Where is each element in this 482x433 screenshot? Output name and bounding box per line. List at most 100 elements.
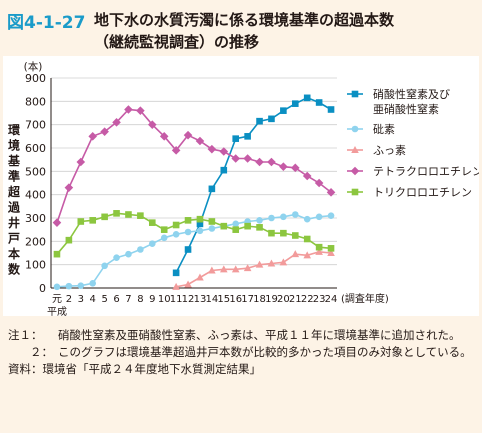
x-tick-label-1: 2 xyxy=(66,294,72,305)
legend-label-0-1: 亜硝酸性窒素 xyxy=(373,102,439,116)
series-line-0 xyxy=(175,96,332,274)
series-3-point-20 xyxy=(290,163,300,173)
legend-label-0-0: 硝酸性窒素及び xyxy=(373,87,450,101)
y-axis-title-char-2: 基 xyxy=(7,153,21,168)
legend-marker-0 xyxy=(351,90,359,98)
series-4-point-8 xyxy=(148,219,156,226)
x-tick-label-15: 16 xyxy=(229,294,242,305)
x-tick-label-3: 4 xyxy=(90,294,96,305)
series-2-point-22 xyxy=(315,247,323,255)
x-tick-label-5: 6 xyxy=(113,294,119,305)
series-0-point-22 xyxy=(315,99,323,106)
series-1-point-23 xyxy=(327,212,335,219)
x-tick-label-19: 20 xyxy=(277,294,290,305)
series-4-point-14 xyxy=(220,222,228,230)
series-0-point-17 xyxy=(256,117,263,125)
x-tick-label-4: 5 xyxy=(101,294,107,305)
x-axis-title: (調査年度) xyxy=(341,292,389,305)
series-0-point-12 xyxy=(196,220,204,228)
x-tick-label-10: 11 xyxy=(170,294,183,305)
series-2-point-21 xyxy=(303,251,312,259)
series-3-point-12 xyxy=(195,136,205,146)
series-3-point-17 xyxy=(255,157,264,167)
series-1-point-15 xyxy=(232,220,240,228)
series-1-point-2 xyxy=(77,282,85,289)
series-1-point-1 xyxy=(65,282,73,290)
x-tick-label-23: 24 xyxy=(325,294,338,305)
x-tick-label-6: 7 xyxy=(125,294,131,305)
series-0-point-20 xyxy=(291,100,299,107)
x-tick-label-8: 9 xyxy=(149,294,155,305)
y-axis-title-char-4: 超 xyxy=(7,184,21,199)
footnotes: 注１： 硝酸性窒素及亜硝酸性窒素、ふっ素は、平成１１年に環境基準に追加された。 … xyxy=(8,327,478,378)
series-0-point-21 xyxy=(303,94,311,102)
y-tick-label-6: 600 xyxy=(25,142,46,155)
series-4-point-22 xyxy=(315,243,323,251)
series-1-point-10 xyxy=(172,231,180,238)
series-0-point-10 xyxy=(172,269,180,277)
series-4-point-16 xyxy=(244,222,251,230)
series-1-point-6 xyxy=(125,250,132,258)
footnote-2-text: このグラフは環境基準超過井戸本数が比較的多かった項目のみ対象としている。 xyxy=(58,344,472,359)
series-4-point-23 xyxy=(327,245,335,252)
series-1-point-12 xyxy=(196,227,204,235)
series-0-point-23 xyxy=(327,106,335,113)
source-text: 資料：環境省「平成２４年度地下水質測定結果」 xyxy=(8,362,261,376)
series-2-point-19 xyxy=(279,258,288,266)
series-4-point-12 xyxy=(196,215,204,223)
series-3-point-21 xyxy=(302,171,312,181)
series-4-point-3 xyxy=(89,217,97,224)
y-axis-title-char-8: 本 xyxy=(8,246,20,261)
series-0-point-18 xyxy=(268,115,275,123)
series-3-point-16 xyxy=(243,154,252,163)
y-tick-label-1: 100 xyxy=(25,259,46,272)
y-axis-title-char-0: 環 xyxy=(8,123,21,137)
series-3-point-18 xyxy=(267,157,276,167)
series-1-point-13 xyxy=(208,225,216,232)
y-tick-label-8: 800 xyxy=(25,95,46,108)
series-3-point-22 xyxy=(314,178,324,188)
series-1-point-21 xyxy=(303,215,311,223)
chart-panel: 0 100 200 300 400 500 600 700 800 900 (本) 環境基準超過井戸本… xyxy=(3,56,479,316)
series-3-point-2 xyxy=(76,157,86,167)
series-4-point-5 xyxy=(113,210,120,217)
y-unit-label: (本) xyxy=(24,60,43,73)
series-3-point-23 xyxy=(326,188,336,197)
series-4-point-15 xyxy=(232,226,240,233)
legend-label-3: テトラクロロエチレン xyxy=(373,165,479,178)
x-tick-label-0: 元 xyxy=(52,294,62,305)
series-1-point-19 xyxy=(280,213,287,221)
x-tick-label-16: 17 xyxy=(241,294,254,305)
x-tick-label-11: 12 xyxy=(182,294,195,305)
series-0-point-11 xyxy=(184,246,192,253)
series-4-point-0 xyxy=(53,250,61,258)
series-4-point-2 xyxy=(77,218,85,225)
y-axis-title-char-5: 過 xyxy=(7,200,21,215)
series-2-point-13 xyxy=(208,266,216,274)
x-tick-label-12: 13 xyxy=(194,294,207,305)
series-4-point-19 xyxy=(280,229,287,237)
series-2-point-15 xyxy=(231,265,240,273)
series-3-point-0 xyxy=(52,218,62,227)
y-axis-title-char-9: 数 xyxy=(8,262,21,277)
x-tick-label-17: 18 xyxy=(253,294,266,305)
series-0-point-19 xyxy=(280,107,287,114)
series-4-point-9 xyxy=(160,226,168,233)
series-3-point-5 xyxy=(112,118,121,127)
series-2-point-23 xyxy=(327,249,335,256)
series-1-point-4 xyxy=(101,262,108,270)
series-0-point-15 xyxy=(232,135,240,142)
y-tick-label-2: 200 xyxy=(25,235,46,248)
x-tick-label-7: 8 xyxy=(137,294,143,305)
series-2-point-17 xyxy=(255,260,264,268)
series-4-point-18 xyxy=(268,229,275,237)
series-0-point-13 xyxy=(208,185,216,193)
series-1-point-9 xyxy=(160,234,168,242)
series-2-point-16 xyxy=(243,264,252,272)
footnote-1-text: 硝酸性窒素及亜硝酸性窒素、ふっ素は、平成１１年に環境基準に追加された。 xyxy=(58,328,461,342)
series-3-point-3 xyxy=(88,132,98,141)
footnote-1-label: 注１： xyxy=(8,328,43,342)
x-axis-era-prefix: 平成 xyxy=(47,306,67,316)
series-1-point-8 xyxy=(148,240,156,247)
series-line-3 xyxy=(56,108,332,223)
